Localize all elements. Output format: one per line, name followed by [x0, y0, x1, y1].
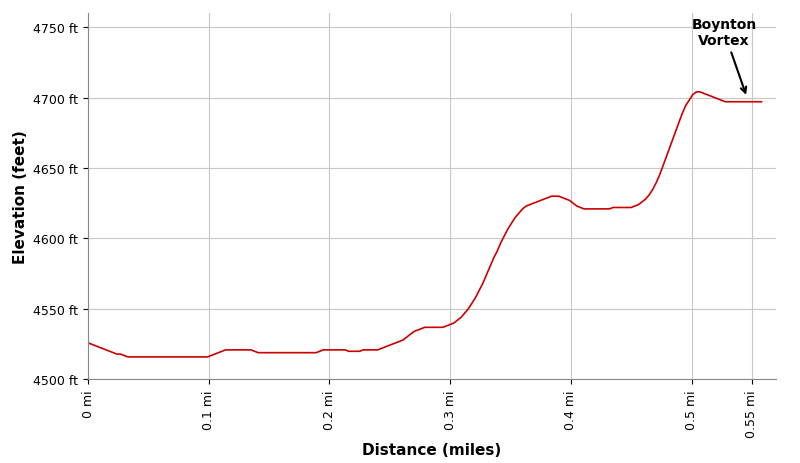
Text: Boynton
Vortex: Boynton Vortex	[691, 18, 757, 94]
Y-axis label: Elevation (feet): Elevation (feet)	[13, 130, 28, 263]
X-axis label: Distance (miles): Distance (miles)	[362, 443, 502, 457]
